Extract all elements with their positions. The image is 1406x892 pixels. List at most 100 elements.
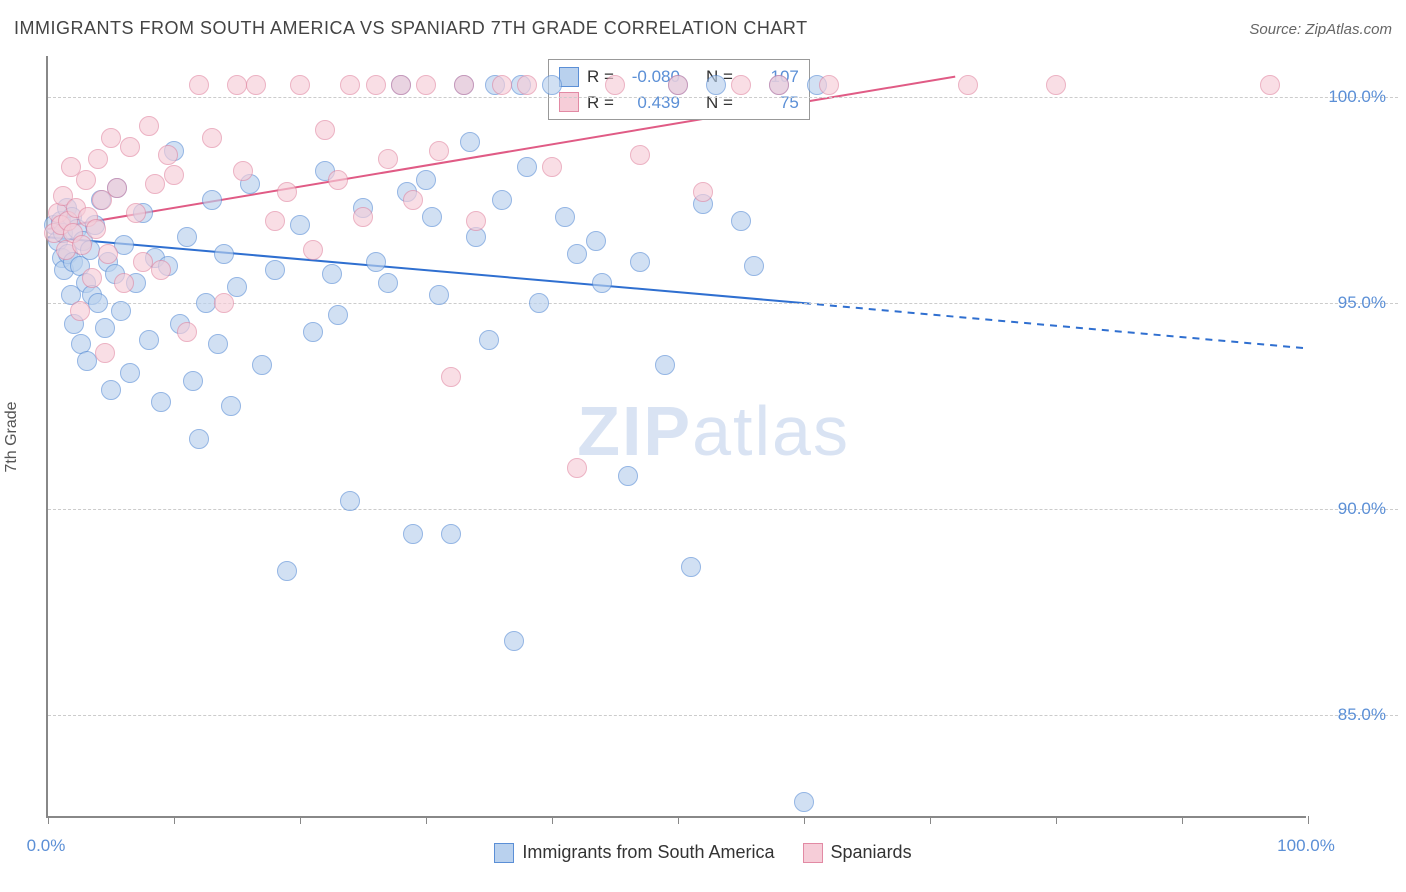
data-point-spaniards <box>668 75 688 95</box>
data-point-immigrants <box>517 157 537 177</box>
data-point-immigrants <box>542 75 562 95</box>
legend-swatch-immigrants <box>494 843 514 863</box>
data-point-spaniards <box>1260 75 1280 95</box>
data-point-spaniards <box>958 75 978 95</box>
legend-label: Immigrants from South America <box>522 842 774 863</box>
x-tick <box>1056 816 1057 824</box>
legend-item-immigrants: Immigrants from South America <box>494 842 774 863</box>
data-point-spaniards <box>95 343 115 363</box>
data-point-spaniards <box>605 75 625 95</box>
legend-swatch-spaniards <box>803 843 823 863</box>
data-point-spaniards <box>731 75 751 95</box>
data-point-immigrants <box>120 363 140 383</box>
data-point-spaniards <box>277 182 297 202</box>
data-point-spaniards <box>158 145 178 165</box>
data-point-spaniards <box>139 116 159 136</box>
plot-area: ZIPatlas R =-0.080N =107R =0.439N =75 <box>46 56 1306 818</box>
data-point-immigrants <box>378 273 398 293</box>
watermark: ZIPatlas <box>577 391 850 471</box>
data-point-spaniards <box>227 75 247 95</box>
data-point-immigrants <box>429 285 449 305</box>
data-point-spaniards <box>303 240 323 260</box>
data-point-spaniards <box>353 207 373 227</box>
data-point-spaniards <box>630 145 650 165</box>
data-point-immigrants <box>586 231 606 251</box>
gridline <box>48 303 1398 304</box>
data-point-immigrants <box>202 190 222 210</box>
x-tick <box>930 816 931 824</box>
data-point-immigrants <box>504 631 524 651</box>
data-point-spaniards <box>769 75 789 95</box>
data-point-spaniards <box>72 235 92 255</box>
x-tick <box>552 816 553 824</box>
data-point-immigrants <box>340 491 360 511</box>
data-point-immigrants <box>303 322 323 342</box>
data-point-immigrants <box>151 392 171 412</box>
data-point-spaniards <box>86 219 106 239</box>
data-point-immigrants <box>183 371 203 391</box>
data-point-spaniards <box>366 75 386 95</box>
data-point-spaniards <box>164 165 184 185</box>
data-point-immigrants <box>265 260 285 280</box>
data-point-immigrants <box>322 264 342 284</box>
r-value: 0.439 <box>622 90 680 116</box>
data-point-spaniards <box>693 182 713 202</box>
x-tick <box>678 816 679 824</box>
data-point-immigrants <box>460 132 480 152</box>
data-point-spaniards <box>70 301 90 321</box>
data-point-immigrants <box>252 355 272 375</box>
data-point-spaniards <box>416 75 436 95</box>
data-point-spaniards <box>265 211 285 231</box>
data-point-spaniards <box>315 120 335 140</box>
data-point-spaniards <box>328 170 348 190</box>
data-point-immigrants <box>630 252 650 272</box>
data-point-spaniards <box>454 75 474 95</box>
data-point-spaniards <box>98 244 118 264</box>
y-tick-label: 100.0% <box>1316 87 1386 107</box>
data-point-spaniards <box>88 149 108 169</box>
data-point-immigrants <box>277 561 297 581</box>
data-point-immigrants <box>139 330 159 350</box>
data-point-spaniards <box>151 260 171 280</box>
data-point-immigrants <box>221 396 241 416</box>
data-point-spaniards <box>126 203 146 223</box>
data-point-immigrants <box>366 252 386 272</box>
data-point-immigrants <box>592 273 612 293</box>
data-point-spaniards <box>189 75 209 95</box>
data-point-immigrants <box>529 293 549 313</box>
data-point-immigrants <box>441 524 461 544</box>
x-tick <box>1308 816 1309 824</box>
data-point-immigrants <box>177 227 197 247</box>
data-point-immigrants <box>555 207 575 227</box>
data-point-immigrants <box>681 557 701 577</box>
swatch-immigrants <box>559 67 579 87</box>
data-point-spaniards <box>145 174 165 194</box>
gridline <box>48 509 1398 510</box>
data-point-immigrants <box>214 244 234 264</box>
data-point-immigrants <box>111 301 131 321</box>
x-tick <box>174 816 175 824</box>
data-point-spaniards <box>567 458 587 478</box>
x-tick <box>300 816 301 824</box>
data-point-spaniards <box>202 128 222 148</box>
legend-item-spaniards: Spaniards <box>803 842 912 863</box>
data-point-spaniards <box>290 75 310 95</box>
data-point-immigrants <box>422 207 442 227</box>
data-point-immigrants <box>416 170 436 190</box>
data-point-spaniards <box>403 190 423 210</box>
source-text: Source: ZipAtlas.com <box>1249 21 1392 38</box>
x-tick <box>1182 816 1183 824</box>
data-point-spaniards <box>114 273 134 293</box>
data-point-spaniards <box>246 75 266 95</box>
y-tick-label: 95.0% <box>1316 293 1386 313</box>
data-point-immigrants <box>706 75 726 95</box>
data-point-immigrants <box>95 318 115 338</box>
legend-label: Spaniards <box>831 842 912 863</box>
gridline <box>48 97 1398 98</box>
data-point-spaniards <box>441 367 461 387</box>
data-point-immigrants <box>794 792 814 812</box>
data-point-immigrants <box>290 215 310 235</box>
gridline <box>48 715 1398 716</box>
data-point-spaniards <box>466 211 486 231</box>
x-tick <box>426 816 427 824</box>
